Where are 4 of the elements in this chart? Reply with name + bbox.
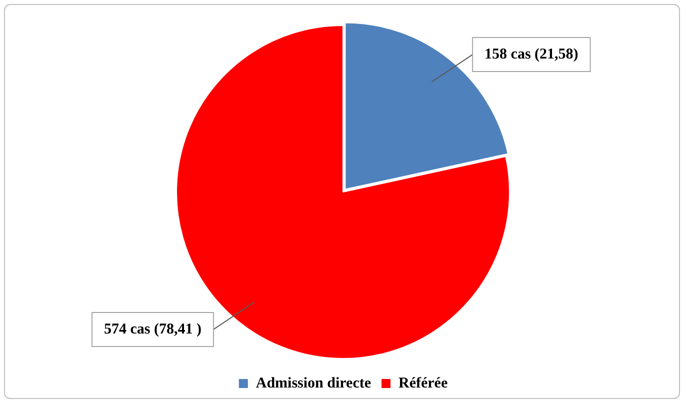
legend-label: Admission directe — [256, 375, 372, 392]
legend-label: Référée — [398, 375, 448, 392]
data-label: 158 cas (21,58) — [484, 46, 578, 62]
data-label: 574 cas (78,41 ) — [104, 321, 202, 338]
